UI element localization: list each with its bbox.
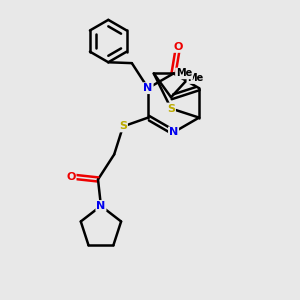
Text: Me: Me xyxy=(176,68,192,78)
Text: N: N xyxy=(169,127,178,137)
Text: N: N xyxy=(143,83,153,93)
Text: S: S xyxy=(119,122,127,131)
Text: O: O xyxy=(66,172,76,182)
Text: S: S xyxy=(167,103,175,113)
Text: Me: Me xyxy=(188,73,204,83)
Text: O: O xyxy=(173,42,183,52)
Text: N: N xyxy=(96,201,106,211)
